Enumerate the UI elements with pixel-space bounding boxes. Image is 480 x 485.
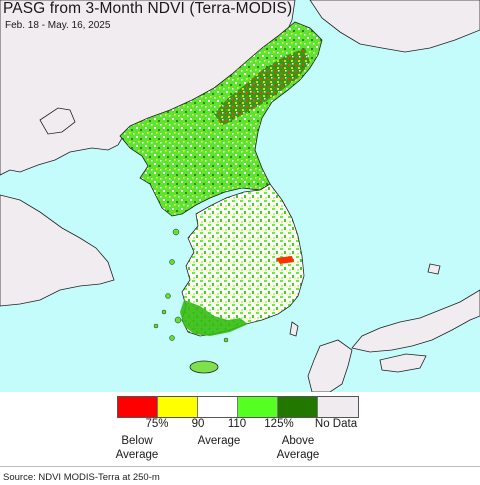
- above-label-line1: Above: [281, 435, 315, 447]
- date-range: Feb. 18 - May. 16, 2025: [5, 20, 111, 31]
- jeju-island: [189, 360, 219, 374]
- legend-average: Average: [197, 435, 241, 447]
- below-label-line2: Average: [115, 449, 159, 461]
- legend-swatch-no-data: [318, 397, 358, 417]
- legend-tick-no-data: No Data: [314, 418, 358, 430]
- japan-honshu: [351, 289, 480, 353]
- liaodong-coast: [39, 107, 76, 135]
- legend: [117, 396, 359, 418]
- legend-above-average: Above Average: [277, 434, 320, 462]
- japan-kyushu: [307, 339, 353, 392]
- legend-tick-75: 75%: [145, 418, 169, 430]
- north-korea-highland: [214, 48, 310, 126]
- below-label-line1: Below: [121, 435, 153, 447]
- legend-swatch-row: [117, 396, 359, 418]
- coastal-islands: [153, 228, 229, 343]
- china-coast-south: [0, 194, 115, 307]
- map-frame: [0, 0, 480, 392]
- japan-shikoku: [379, 353, 427, 373]
- south-korea-green-coast: [180, 300, 248, 336]
- south-korea-red-patch: [276, 256, 294, 264]
- map-title: PASG from 3-Month NDVI (Terra-MODIS): [3, 0, 293, 17]
- legend-tick-110: 110: [227, 418, 247, 430]
- source-credit: Source: NDVI MODIS-Terra at 250-m: [0, 466, 480, 485]
- legend-swatch-below-75: [118, 397, 158, 417]
- south-korea-landmass: [181, 183, 305, 337]
- legend-tick-90: 90: [191, 418, 205, 430]
- legend-below-average: Below Average: [116, 434, 159, 462]
- japan-tsushima: [289, 321, 299, 337]
- russia-landmass: [309, 0, 480, 53]
- legend-swatch-above-125: [278, 397, 318, 417]
- legend-swatch-90-110: [198, 397, 238, 417]
- japan-sado-island: [427, 263, 441, 275]
- ndvi-map: [0, 0, 480, 392]
- legend-swatch-75-90: [158, 397, 198, 417]
- legend-tick-125: 125%: [264, 418, 294, 430]
- above-label-line2: Average: [276, 449, 320, 461]
- legend-swatch-110-125: [238, 397, 278, 417]
